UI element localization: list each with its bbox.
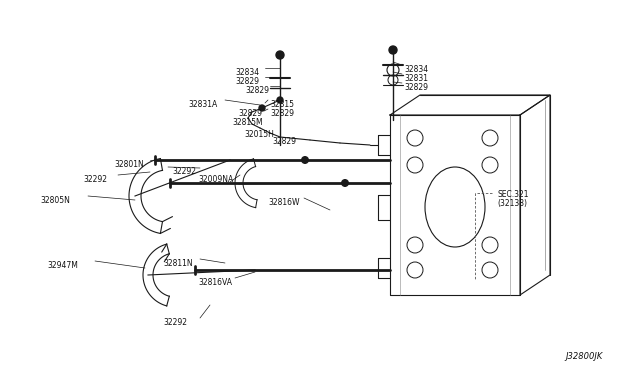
Text: 32811N: 32811N: [163, 259, 193, 268]
Circle shape: [277, 97, 283, 103]
Text: 32834: 32834: [235, 68, 259, 77]
Text: 32816W: 32816W: [268, 198, 300, 207]
Text: 32292: 32292: [163, 318, 187, 327]
Text: 32834: 32834: [404, 65, 428, 74]
Text: 32831A: 32831A: [188, 100, 217, 109]
Text: 32801N: 32801N: [114, 160, 144, 169]
Text: 32815: 32815: [270, 100, 294, 109]
Text: 32815M: 32815M: [232, 118, 262, 127]
Text: 32829: 32829: [245, 86, 269, 95]
Text: J32800JK: J32800JK: [565, 352, 602, 361]
Text: 32292: 32292: [83, 175, 107, 184]
Text: (32138): (32138): [497, 199, 527, 208]
Text: 32015H: 32015H: [244, 130, 274, 139]
Text: 32009NA: 32009NA: [198, 175, 233, 184]
Text: 32947M: 32947M: [47, 261, 78, 270]
Text: 32829: 32829: [235, 77, 259, 86]
Text: 32816VA: 32816VA: [198, 278, 232, 287]
Text: 32805N: 32805N: [40, 196, 70, 205]
Circle shape: [259, 105, 265, 111]
Circle shape: [301, 156, 309, 164]
Text: 32292: 32292: [172, 167, 196, 176]
Text: 32829: 32829: [404, 83, 428, 92]
Text: 32831: 32831: [404, 74, 428, 83]
Circle shape: [341, 179, 349, 187]
Text: 32829: 32829: [272, 137, 296, 146]
Circle shape: [276, 51, 284, 59]
Text: 32829: 32829: [238, 109, 262, 118]
Text: SEC.321: SEC.321: [497, 190, 529, 199]
Text: 32829: 32829: [270, 109, 294, 118]
Circle shape: [389, 46, 397, 54]
